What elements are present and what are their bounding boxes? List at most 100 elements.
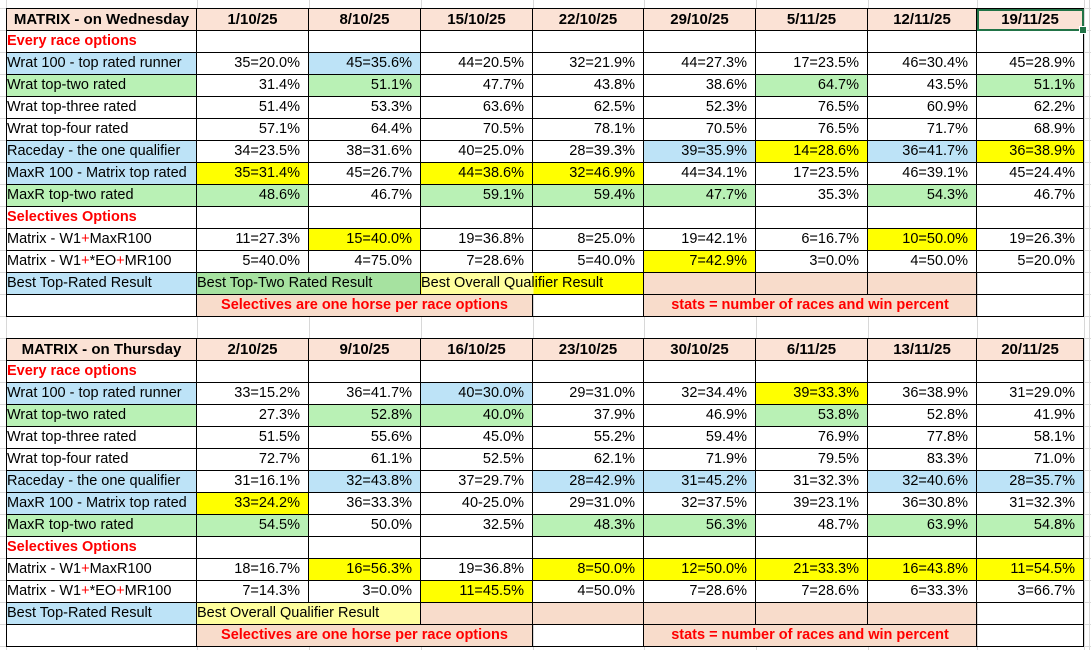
row-label[interactable]: Wrat top-three rated <box>6 96 197 119</box>
cell[interactable]: 7=28.6% <box>643 580 756 603</box>
cell[interactable]: 31.4% <box>196 74 309 97</box>
cell[interactable]: 55.6% <box>308 426 421 449</box>
band-cell[interactable]: Best Overall Qualifier Result <box>196 602 421 625</box>
cell[interactable]: 32=46.9% <box>532 162 644 185</box>
cell[interactable]: 35=20.0% <box>196 52 309 75</box>
band-cell[interactable] <box>976 602 1084 625</box>
cell[interactable] <box>867 536 977 559</box>
date-header[interactable]: 23/10/25 <box>532 338 644 361</box>
date-header[interactable]: 5/11/25 <box>755 8 868 31</box>
cell[interactable]: 21=33.3% <box>755 558 868 581</box>
cell[interactable] <box>420 30 533 53</box>
date-header[interactable]: 30/10/25 <box>643 338 756 361</box>
cell[interactable]: 36=30.8% <box>867 492 977 515</box>
cell[interactable]: 32=34.4% <box>643 382 756 405</box>
cell[interactable]: 29=31.0% <box>532 382 644 405</box>
section-label[interactable]: Every race options <box>6 30 197 53</box>
cell[interactable] <box>308 360 421 383</box>
cell[interactable]: 7=14.3% <box>196 580 309 603</box>
cell[interactable]: 12=50.0% <box>643 558 756 581</box>
date-header[interactable]: 15/10/25 <box>420 8 533 31</box>
row-label[interactable]: Raceday - the one qualifier <box>6 470 197 493</box>
cell[interactable]: 38=31.6% <box>308 140 421 163</box>
cell[interactable]: 36=41.7% <box>867 140 977 163</box>
cell[interactable]: 63.9% <box>867 514 977 537</box>
cell[interactable]: 36=38.9% <box>867 382 977 405</box>
row-label[interactable]: Matrix - W1+*EO+MR100 <box>6 250 197 273</box>
row-label[interactable]: MaxR 100 - Matrix top rated <box>6 162 197 185</box>
cell[interactable]: 5=40.0% <box>196 250 309 273</box>
date-header[interactable]: 2/10/25 <box>196 338 309 361</box>
cell[interactable]: 31=16.1% <box>196 470 309 493</box>
cell[interactable]: 43.8% <box>532 74 644 97</box>
cell[interactable]: 6=16.7% <box>755 228 868 251</box>
cell[interactable]: 52.8% <box>867 404 977 427</box>
cell[interactable] <box>867 360 977 383</box>
cell[interactable]: 28=39.3% <box>532 140 644 163</box>
date-header[interactable]: 1/10/25 <box>196 8 309 31</box>
cell[interactable]: 48.3% <box>532 514 644 537</box>
cell[interactable] <box>643 206 756 229</box>
band-cell[interactable] <box>643 272 756 295</box>
cell[interactable]: 33=24.2% <box>196 492 309 515</box>
cell[interactable] <box>308 206 421 229</box>
cell[interactable]: 39=33.3% <box>755 382 868 405</box>
cell[interactable]: 40.0% <box>420 404 533 427</box>
cell[interactable]: 35=31.4% <box>196 162 309 185</box>
cell[interactable] <box>420 536 533 559</box>
cell[interactable]: 62.5% <box>532 96 644 119</box>
cell[interactable]: 32=40.6% <box>867 470 977 493</box>
cell[interactable]: 63.6% <box>420 96 533 119</box>
cell[interactable]: 76.5% <box>755 118 868 141</box>
cell[interactable] <box>755 536 868 559</box>
date-header[interactable]: 29/10/25 <box>643 8 756 31</box>
cell[interactable]: 48.6% <box>196 184 309 207</box>
cell[interactable]: 56.3% <box>643 514 756 537</box>
cell[interactable] <box>976 206 1084 229</box>
cell[interactable]: 36=33.3% <box>308 492 421 515</box>
cell[interactable]: 4=50.0% <box>867 250 977 273</box>
cell[interactable]: 70.5% <box>420 118 533 141</box>
cell[interactable]: 76.5% <box>755 96 868 119</box>
band-cell[interactable]: Best Top-Two Rated Result <box>196 272 421 295</box>
band-cell[interactable] <box>755 272 868 295</box>
cell[interactable]: 17=23.5% <box>755 162 868 185</box>
cell[interactable]: 28=42.9% <box>532 470 644 493</box>
date-header[interactable]: 19/11/25 <box>976 8 1087 34</box>
cell[interactable]: 44=34.1% <box>643 162 756 185</box>
cell[interactable] <box>196 536 309 559</box>
cell[interactable]: 46.9% <box>643 404 756 427</box>
cell[interactable]: 44=38.6% <box>420 162 533 185</box>
cell[interactable]: 32=43.8% <box>308 470 421 493</box>
band-cell[interactable] <box>532 602 644 625</box>
cell[interactable] <box>532 30 644 53</box>
cell[interactable]: 35.3% <box>755 184 868 207</box>
cell[interactable]: 64.4% <box>308 118 421 141</box>
note-cell[interactable] <box>976 624 1084 647</box>
date-header[interactable]: 6/11/25 <box>755 338 868 361</box>
cell[interactable]: 62.1% <box>532 448 644 471</box>
cell[interactable] <box>420 360 533 383</box>
date-header[interactable]: 22/10/25 <box>532 8 644 31</box>
cell[interactable]: 18=16.7% <box>196 558 309 581</box>
note-cell[interactable] <box>6 624 197 647</box>
date-header[interactable]: 12/11/25 <box>867 8 977 31</box>
cell[interactable]: 47.7% <box>420 74 533 97</box>
cell[interactable]: 52.8% <box>308 404 421 427</box>
cell[interactable]: 51.5% <box>196 426 309 449</box>
cell[interactable]: 54.3% <box>867 184 977 207</box>
cell[interactable]: 61.1% <box>308 448 421 471</box>
cell[interactable]: 83.3% <box>867 448 977 471</box>
date-header[interactable]: 16/10/25 <box>420 338 533 361</box>
note-cell[interactable] <box>532 294 644 317</box>
cell[interactable] <box>643 536 756 559</box>
band-cell[interactable] <box>643 602 756 625</box>
cell[interactable]: 17=23.5% <box>755 52 868 75</box>
cell[interactable]: 27.3% <box>196 404 309 427</box>
note-cell[interactable]: stats = number of races and win percent <box>643 294 977 317</box>
row-label[interactable]: Best Top-Rated Result <box>6 602 197 625</box>
cell[interactable] <box>532 360 644 383</box>
cell[interactable]: 70.5% <box>643 118 756 141</box>
row-label[interactable]: Wrat top-two rated <box>6 404 197 427</box>
cell[interactable]: 72.7% <box>196 448 309 471</box>
